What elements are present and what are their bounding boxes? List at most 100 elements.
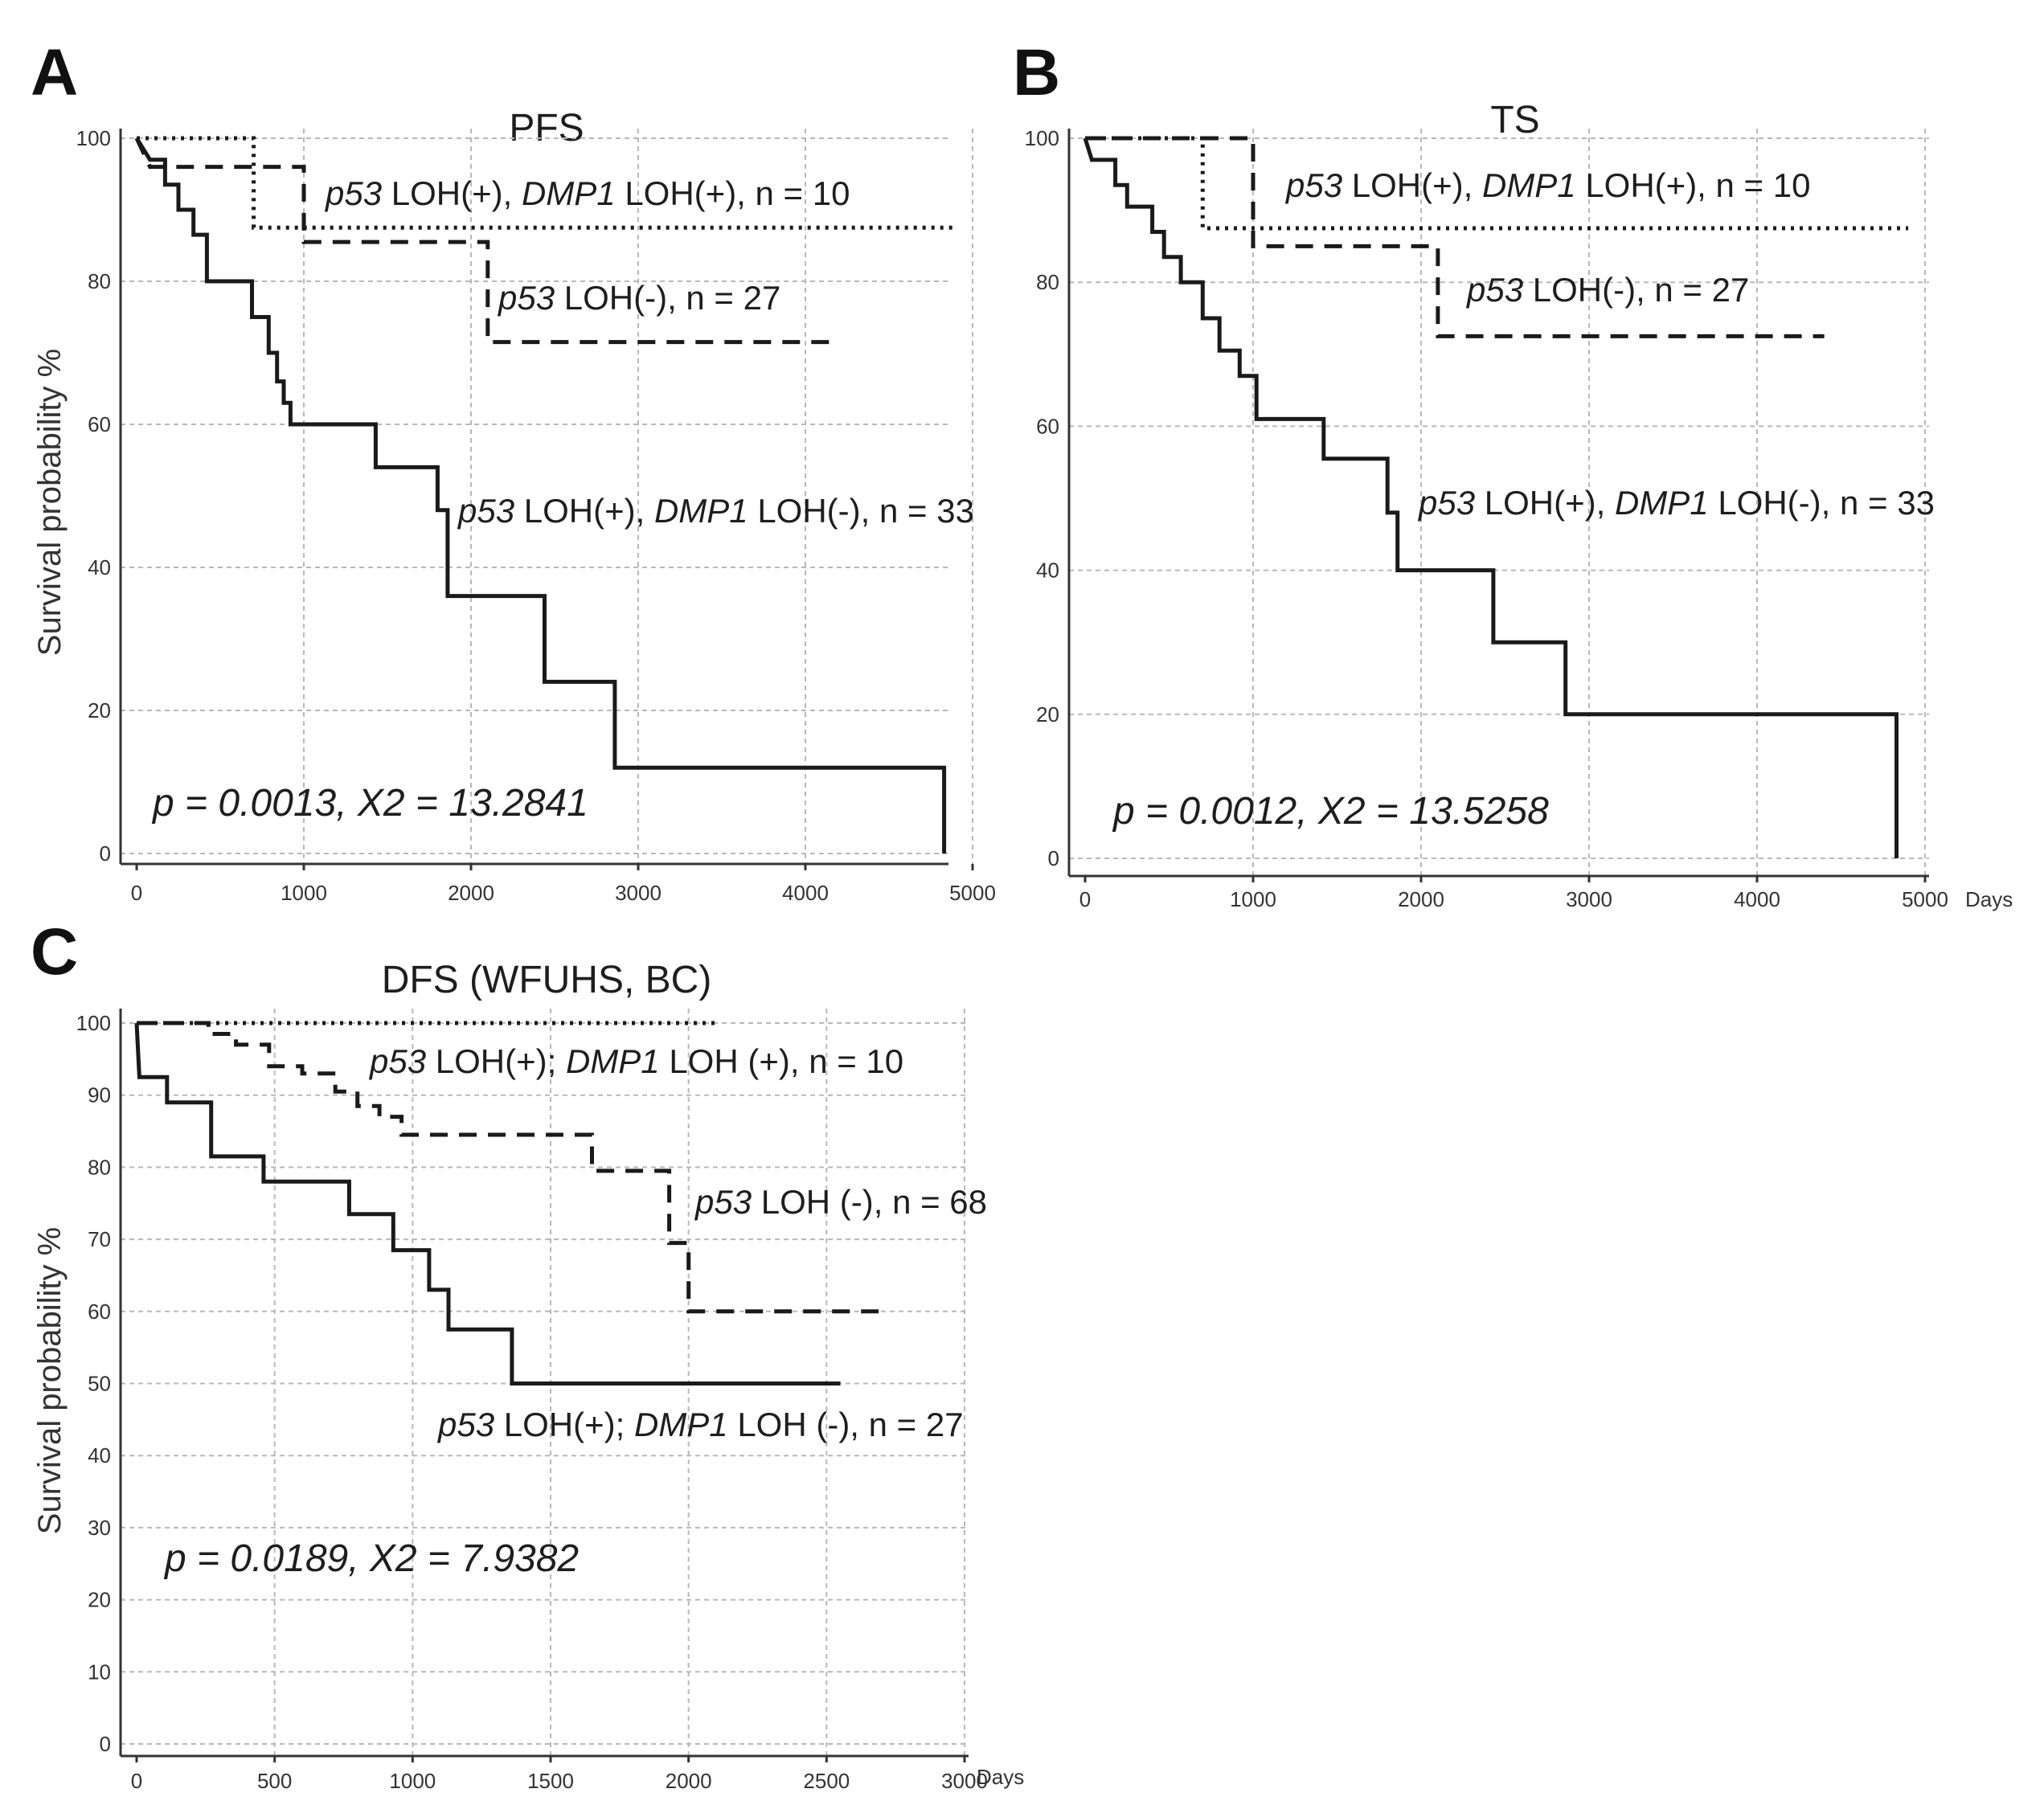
y-tick-label: 30: [88, 1516, 111, 1540]
x-tick-label: 1000: [281, 881, 327, 905]
survival-curve-solid: [134, 1022, 841, 1386]
series-label-part: p53: [497, 279, 555, 317]
y-tick-label: 90: [88, 1083, 111, 1107]
x-tick-label: 1000: [1230, 887, 1276, 911]
x-tick-label: 0: [131, 881, 142, 905]
x-tick-label: 0: [1079, 887, 1091, 911]
panel-letter: B: [1013, 36, 1060, 109]
stat-annotation: p = 0.0013, X2 = 13.2841: [151, 782, 588, 825]
x-tick-label: 4000: [1734, 887, 1780, 911]
series-label-part: p53: [1417, 484, 1475, 522]
y-tick-label: 40: [88, 1443, 111, 1467]
series-label-part: LOH(+);: [426, 1042, 566, 1080]
series-label-part: LOH (-), n = 68: [752, 1183, 987, 1221]
x-tick-label: 1000: [389, 1769, 436, 1793]
y-tick-label: 0: [100, 1732, 111, 1756]
series-label-part: p53: [694, 1183, 752, 1221]
x-tick-label: 3000: [615, 881, 662, 905]
survival-curve-solid: [1083, 137, 1899, 858]
y-axis-label: Survival probability %: [32, 349, 68, 656]
x-tick-label: 500: [257, 1769, 292, 1793]
survival-curve-dotted: [137, 136, 956, 230]
series-label-part: LOH(+),: [1475, 484, 1615, 522]
series-label-part: p53: [1465, 271, 1523, 309]
y-tick-label: 40: [88, 555, 111, 579]
y-tick-label: 100: [76, 1011, 111, 1035]
survival-curve-solid: [134, 137, 947, 853]
x-tick-label: 2500: [803, 1769, 850, 1793]
y-tick-label: 0: [1048, 846, 1059, 870]
series-label-part: DMP1: [1615, 484, 1709, 522]
series-label-part: DMP1: [566, 1042, 660, 1080]
panel-letter: A: [31, 36, 78, 109]
x-tick-label: 1500: [527, 1769, 574, 1793]
series-label: p53 LOH(-), n = 27: [497, 279, 780, 317]
stat-annotation: p = 0.0012, X2 = 13.5258: [1112, 790, 1549, 833]
x-tick-label: 3000: [941, 1769, 988, 1793]
series-label-part: LOH(-), n = 27: [555, 279, 780, 317]
chart-title: DFS (WFUHS, BC): [382, 959, 712, 1001]
survival-curve-dashed: [1085, 136, 1825, 338]
series-label-part: DMP1: [654, 492, 748, 530]
series-label-part: LOH(-), n = 33: [748, 492, 974, 530]
series-label-part: p53: [436, 1406, 494, 1443]
y-tick-label: 80: [1036, 270, 1059, 294]
y-tick-label: 40: [1036, 559, 1059, 583]
panel-C: C DFS (WFUHS, BC)0 500 1000 1500 2000 2500 3000…: [31, 915, 1024, 1793]
series-label: p53 LOH(+), DMP1 LOH(-), n = 33: [1417, 484, 1935, 522]
series-label-part: p53: [457, 492, 514, 530]
x-tick-label: 4000: [782, 881, 829, 905]
y-tick-label: 20: [1036, 702, 1059, 727]
x-tick-label: 5000: [949, 881, 996, 905]
series-label-part: LOH(-), n = 27: [1523, 271, 1749, 309]
series-label-part: LOH (-), n = 27: [728, 1406, 964, 1443]
series-label-part: LOH(-), n = 33: [1709, 484, 1935, 522]
series-label-part: DMP1: [634, 1406, 728, 1443]
series-label-part: DMP1: [522, 174, 616, 212]
y-tick-label: 70: [88, 1227, 111, 1251]
chart-title: TS: [1490, 99, 1539, 141]
series-label-part: LOH (+), n = 10: [660, 1042, 903, 1080]
series-label: p53 LOH (-), n = 68: [694, 1183, 987, 1221]
series-label-part: DMP1: [1482, 166, 1576, 204]
y-tick-label: 0: [100, 841, 111, 866]
series-label: p53 LOH(+); DMP1 LOH (+), n = 10: [368, 1042, 903, 1080]
chart-title: PFS: [509, 107, 584, 149]
y-tick-label: 60: [1036, 414, 1059, 438]
series-label: p53 LOH(+), DMP1 LOH(+), n = 10: [324, 174, 850, 212]
series-label-part: LOH(+),: [514, 492, 654, 530]
series-label-part: LOH(+),: [1342, 166, 1482, 204]
series-label-part: LOH(+), n = 10: [1576, 166, 1811, 204]
series-label-part: p53: [324, 174, 382, 212]
series-label: p53 LOH(+), DMP1 LOH(-), n = 33: [457, 492, 974, 530]
x-tick-label: 5000: [1902, 887, 1948, 911]
series-label-part: p53: [368, 1042, 426, 1080]
y-tick-label: 20: [88, 1588, 111, 1612]
series-label-part: LOH(+), n = 10: [616, 174, 850, 212]
y-tick-label: 100: [1025, 126, 1059, 150]
x-tick-label: 3000: [1566, 887, 1612, 911]
series-label-part: p53: [1284, 166, 1342, 204]
x-axis-label: Days: [1965, 887, 2013, 911]
x-tick-label: 2000: [666, 1769, 712, 1793]
survival-curve-dashed: [137, 1021, 882, 1314]
series-label: p53 LOH(+); DMP1 LOH (-), n = 27: [436, 1406, 964, 1443]
panel-B: B TS 0 1000 2000 3000 4000 5000 0 20 40 60 80 100 Days…: [1013, 36, 2013, 911]
series-label: p53 LOH(-), n = 27: [1465, 271, 1749, 309]
y-tick-label: 60: [88, 412, 111, 436]
x-tick-label: 2000: [1398, 887, 1444, 911]
y-tick-label: 80: [88, 269, 111, 293]
y-tick-label: 80: [88, 1155, 111, 1179]
panel-A: A PFS 0 1000 2000 3000 4000 5000 0 20 40 60 80 100 Sur…: [31, 36, 996, 905]
panel-letter: C: [31, 915, 78, 989]
survival-curve-dashed: [134, 137, 839, 345]
series-label-part: LOH(+);: [494, 1406, 634, 1443]
x-axis-label: Days: [977, 1765, 1024, 1789]
x-tick-label: 0: [131, 1769, 142, 1793]
y-tick-label: 60: [88, 1300, 111, 1324]
y-tick-label: 10: [88, 1660, 111, 1684]
y-tick-label: 20: [88, 698, 111, 722]
y-tick-label: 50: [88, 1372, 111, 1396]
